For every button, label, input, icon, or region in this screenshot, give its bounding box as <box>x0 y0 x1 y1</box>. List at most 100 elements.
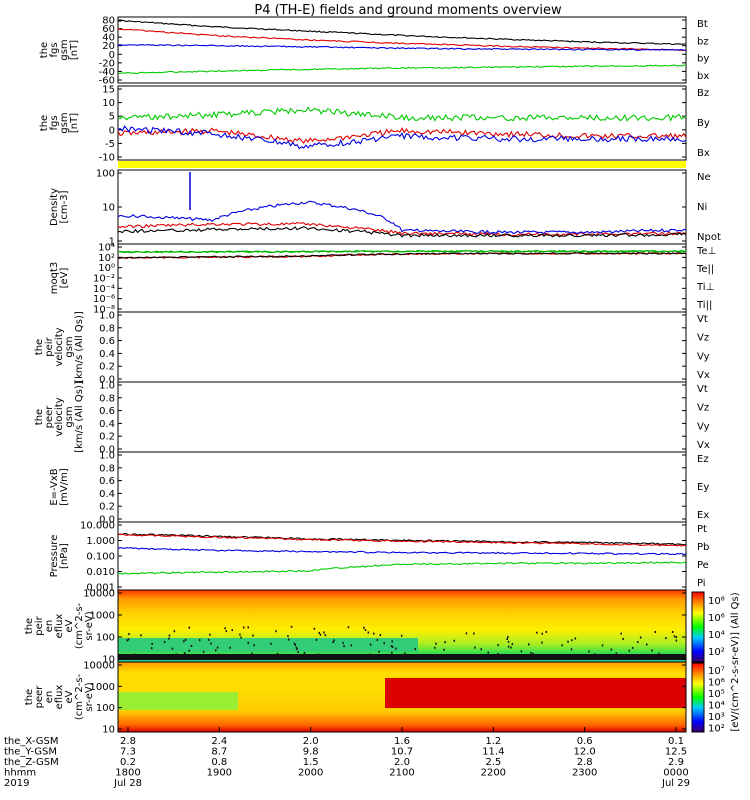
spectrogram-speck <box>350 644 353 647</box>
colorbar-label: [eV/(cm^2-s-sr-eV)] (All Qs) <box>730 592 741 731</box>
x-row-value: 2200 <box>481 768 506 779</box>
spectrogram-speck <box>527 654 529 657</box>
series-line-Pb <box>117 533 686 547</box>
legend-label: Vz <box>697 333 709 344</box>
spectrogram-speck <box>229 646 231 649</box>
y-axis-label: the <box>39 42 50 58</box>
y-tick-label: 0.6 <box>99 336 115 347</box>
colorbar-tick-label: 10⁴ <box>708 701 725 712</box>
y-tick-label: 10⁰ <box>98 263 115 274</box>
colorbar-upper <box>691 591 705 663</box>
spectrogram-speck <box>545 630 548 633</box>
y-axis-label: peir <box>34 615 45 635</box>
y-axis-label: eV <box>64 690 75 703</box>
y-axis-label: eflux <box>54 614 65 639</box>
series-line-Ne <box>117 222 687 237</box>
spectrogram-speck <box>671 631 674 633</box>
spectrogram-speck <box>383 642 385 645</box>
spectrogram-speck <box>347 626 350 629</box>
colorbar-tick-label: 10³ <box>708 712 725 723</box>
x-row-value: 2100 <box>389 768 414 779</box>
spectrogram-speck <box>654 631 657 633</box>
spectrogram-speck <box>168 634 171 637</box>
y-axis-label: peir <box>44 336 55 356</box>
y-axis-label: Density <box>49 188 60 226</box>
x-row-value: Jul 29 <box>661 778 690 789</box>
y-axis-label: gsm <box>64 406 75 427</box>
y-tick-label: 0.2 <box>99 362 115 373</box>
legend-label: Ey <box>697 482 709 493</box>
series-line-Bx <box>117 125 687 150</box>
spectrogram-speck <box>231 629 233 632</box>
spectrogram-speck <box>435 642 437 645</box>
spectrogram-speck <box>209 633 211 636</box>
spectrogram-speck <box>665 637 667 640</box>
series-line-By <box>117 106 687 122</box>
y-tick-label: 10⁴ <box>98 243 115 254</box>
spectrogram-green-patch <box>118 692 238 710</box>
spectrogram-speck <box>390 645 393 648</box>
spectrogram-speck <box>225 630 228 633</box>
colorbar-tick-label: 10² <box>708 647 725 658</box>
y-axis-label: the <box>34 339 45 355</box>
legend-label: Ti⊥ <box>696 282 714 293</box>
spectrogram-speck <box>497 644 499 647</box>
y-tick-label: 10 <box>102 655 115 666</box>
panel-pressure: 10.000 1.000 0.100 0.010 0.001 Pressure [nPa] P… <box>49 521 709 594</box>
y-axis-label: sr-eV) <box>84 611 95 640</box>
y-axis-label: gsm <box>59 112 70 133</box>
y-axis-label: Pressure <box>49 535 60 578</box>
y-tick-label: 0 <box>109 125 115 136</box>
spectrogram-speck <box>675 636 677 639</box>
spectrogram-speck <box>290 625 293 628</box>
series-line-Ni <box>117 226 687 238</box>
plot-title: P4 (TH-E) fields and ground moments over… <box>254 3 562 18</box>
y-axis-label: velocity <box>54 327 65 366</box>
y-tick-label: 1000 <box>90 682 115 693</box>
legend-label: Bt <box>697 19 708 30</box>
x-row-value: 8.7 <box>211 747 227 758</box>
spectrogram-speck <box>293 642 296 645</box>
x-row-value: 0.8 <box>211 757 227 768</box>
spectrogram-speck <box>323 631 325 634</box>
spectrogram-speck <box>333 639 335 642</box>
y-tick-label: 1.0 <box>99 311 115 322</box>
spectrogram-speck <box>610 648 613 651</box>
x-row-value: 7.3 <box>120 747 136 758</box>
spectrogram-speck <box>376 638 379 641</box>
spectrogram-speck <box>588 650 590 653</box>
legend-label: By <box>697 118 710 129</box>
panel-density: 100 10 1 Density [cm-3] Ne Ni Npot <box>49 169 721 248</box>
spectrogram-speck <box>620 632 622 635</box>
x-row-label: hhmm <box>4 768 36 779</box>
legend-label: Pb <box>697 542 709 553</box>
spectrogram-speck <box>184 638 187 641</box>
spectrogram-speck <box>400 634 403 637</box>
y-tick-label: 10 <box>102 725 115 736</box>
spectrogram-speck <box>369 653 372 656</box>
y-axis-label: gsm <box>59 39 70 60</box>
x-row-value: 2.5 <box>485 757 501 768</box>
spectrogram-speck <box>637 641 639 644</box>
y-axis-label: velocity <box>54 397 65 436</box>
spectrogram-speck <box>434 646 436 649</box>
spectrogram-speck <box>497 653 499 656</box>
x-row-value: 0.1 <box>668 736 684 747</box>
spectrogram-speck <box>447 654 450 656</box>
y-tick-label: 10⁻⁴ <box>93 284 115 295</box>
series-line-bx <box>117 44 686 51</box>
spectrogram-speck <box>287 635 289 638</box>
spectrogram-speck <box>253 644 255 647</box>
spectrogram-speck <box>507 640 510 643</box>
spectrogram-speck <box>147 654 150 657</box>
y-tick-label: 0.6 <box>99 476 115 487</box>
spectrogram-speck <box>511 643 514 646</box>
y-tick-label: 100 <box>96 169 115 180</box>
y-tick-label: 5 <box>109 112 115 123</box>
spectrogram-speck <box>247 626 249 629</box>
spectrogram-speck <box>378 650 380 653</box>
legend-label: Vt <box>697 314 708 325</box>
panel-peer-velocity: 1.00.8 0.6 0.4 0.2 0.0 the peer velocity gsm [km/… <box>34 381 710 456</box>
